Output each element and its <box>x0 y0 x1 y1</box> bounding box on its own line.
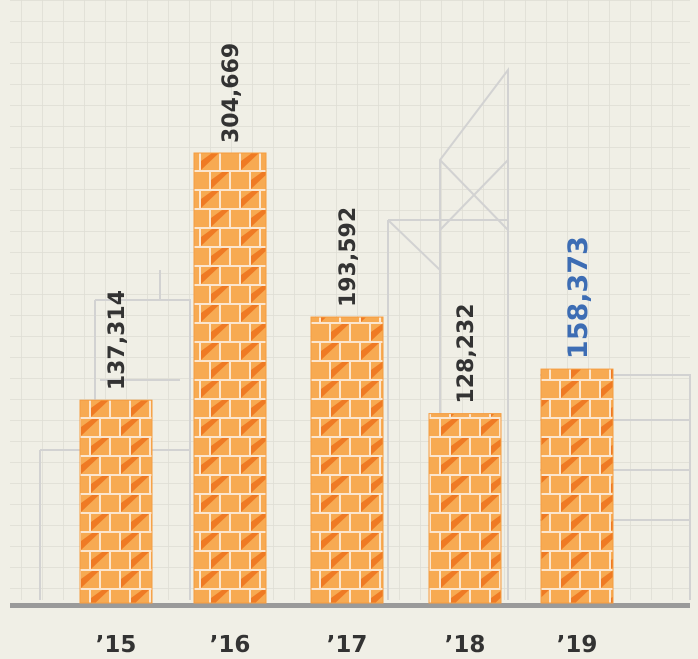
bar <box>428 413 502 604</box>
value-label: 128,232 <box>454 303 479 403</box>
baseline <box>10 603 690 608</box>
x-tick-label: ’16 <box>210 632 251 658</box>
bar <box>193 152 267 604</box>
bar <box>540 368 614 604</box>
value-label: 193,592 <box>336 207 361 307</box>
x-tick-label: ’19 <box>557 632 598 658</box>
value-label: 304,669 <box>219 43 244 143</box>
x-tick-label: ’18 <box>445 632 486 658</box>
x-tick-label: ’17 <box>327 632 368 658</box>
value-label: 158,373 <box>563 236 594 359</box>
x-tick-label: ’15 <box>96 632 137 658</box>
bar <box>79 399 153 604</box>
bar <box>310 316 384 604</box>
value-label: 137,314 <box>105 290 130 390</box>
